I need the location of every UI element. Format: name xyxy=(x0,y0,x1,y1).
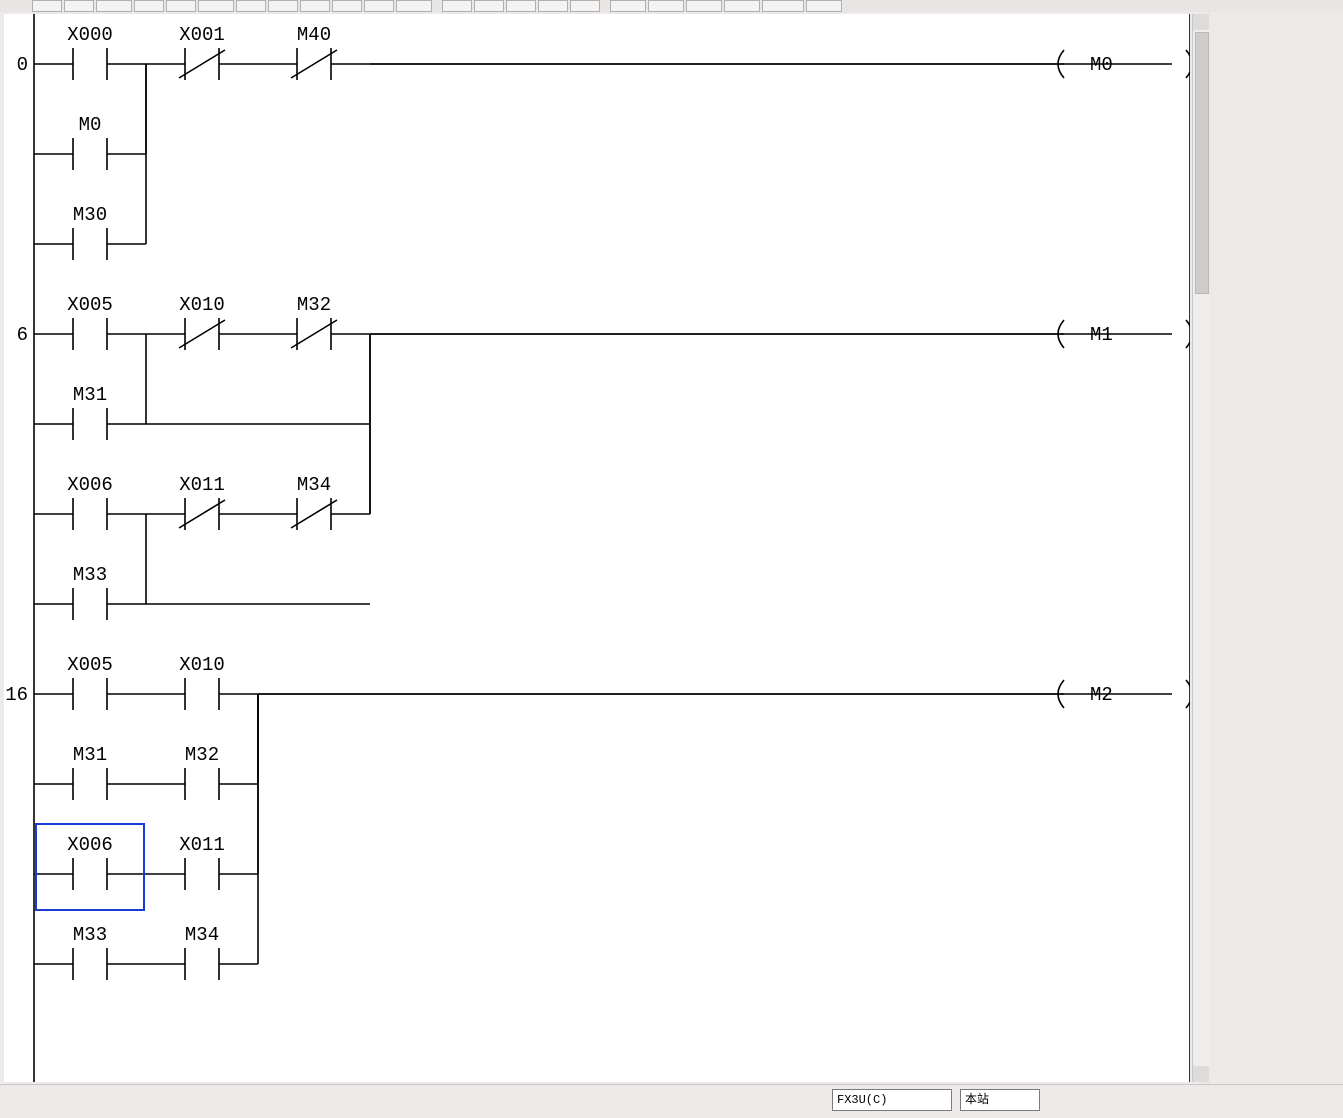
svg-text:M2: M2 xyxy=(1090,684,1113,706)
toolbar-button[interactable] xyxy=(134,0,164,12)
svg-text:16: 16 xyxy=(5,684,28,706)
status-station: 本站 xyxy=(960,1089,1040,1111)
toolbar-button[interactable] xyxy=(610,0,646,12)
ladder-canvas: 0 X000 X001 M40 M0 M0 M30 6 X005 X010 M32 M1 M31 X006… xyxy=(4,14,1190,1082)
svg-text:X001: X001 xyxy=(179,24,225,46)
toolbar-button[interactable] xyxy=(236,0,266,12)
toolbar-button[interactable] xyxy=(166,0,196,12)
status-bar: FX3U(C) 本站 xyxy=(0,1084,1343,1113)
scroll-up-arrow[interactable] xyxy=(1193,14,1209,30)
svg-text:X011: X011 xyxy=(179,834,225,856)
toolbar-button[interactable] xyxy=(300,0,330,12)
svg-text:M34: M34 xyxy=(185,924,219,946)
toolbar-button[interactable] xyxy=(396,0,432,12)
toolbar-button[interactable] xyxy=(32,0,62,12)
svg-text:M31: M31 xyxy=(73,744,107,766)
svg-text:X005: X005 xyxy=(67,654,113,676)
svg-text:M31: M31 xyxy=(73,384,107,406)
svg-text:M40: M40 xyxy=(297,24,331,46)
toolbar-button[interactable] xyxy=(442,0,472,12)
toolbar-button[interactable] xyxy=(364,0,394,12)
toolbar-button[interactable] xyxy=(686,0,722,12)
svg-text:X011: X011 xyxy=(179,474,225,496)
svg-text:X005: X005 xyxy=(67,294,113,316)
toolbar-button[interactable] xyxy=(506,0,536,12)
svg-text:M32: M32 xyxy=(297,294,331,316)
svg-text:0: 0 xyxy=(17,54,28,76)
toolbar-button[interactable] xyxy=(198,0,234,12)
svg-text:M33: M33 xyxy=(73,564,107,586)
svg-text:M0: M0 xyxy=(79,114,102,136)
svg-text:M32: M32 xyxy=(185,744,219,766)
toolbar-button[interactable] xyxy=(806,0,842,12)
scroll-down-arrow[interactable] xyxy=(1193,1066,1209,1082)
svg-text:X010: X010 xyxy=(179,294,225,316)
scroll-thumb[interactable] xyxy=(1195,32,1209,294)
svg-text:X010: X010 xyxy=(179,654,225,676)
svg-text:X006: X006 xyxy=(67,834,113,856)
toolbar xyxy=(0,0,1343,12)
vertical-scrollbar[interactable] xyxy=(1192,14,1209,1082)
svg-text:M0: M0 xyxy=(1090,54,1113,76)
toolbar-button[interactable] xyxy=(474,0,504,12)
svg-text:X006: X006 xyxy=(67,474,113,496)
toolbar-button[interactable] xyxy=(64,0,94,12)
toolbar-button[interactable] xyxy=(538,0,568,12)
svg-text:M33: M33 xyxy=(73,924,107,946)
toolbar-button[interactable] xyxy=(570,0,600,12)
toolbar-button[interactable] xyxy=(648,0,684,12)
ladder-editor[interactable]: 0 X000 X001 M40 M0 M0 M30 6 X005 X010 M32 M1 M31 X006… xyxy=(4,14,1190,1082)
svg-text:6: 6 xyxy=(17,324,28,346)
toolbar-button[interactable] xyxy=(762,0,804,12)
status-plc-model: FX3U(C) xyxy=(832,1089,952,1111)
toolbar-button[interactable] xyxy=(96,0,132,12)
svg-text:M1: M1 xyxy=(1090,324,1113,346)
svg-text:M30: M30 xyxy=(73,204,107,226)
svg-text:X000: X000 xyxy=(67,24,113,46)
app-frame: 0 X000 X001 M40 M0 M0 M30 6 X005 X010 M32 M1 M31 X006… xyxy=(0,0,1343,1118)
svg-text:M34: M34 xyxy=(297,474,331,496)
toolbar-button[interactable] xyxy=(268,0,298,12)
toolbar-button[interactable] xyxy=(724,0,760,12)
toolbar-button[interactable] xyxy=(332,0,362,12)
